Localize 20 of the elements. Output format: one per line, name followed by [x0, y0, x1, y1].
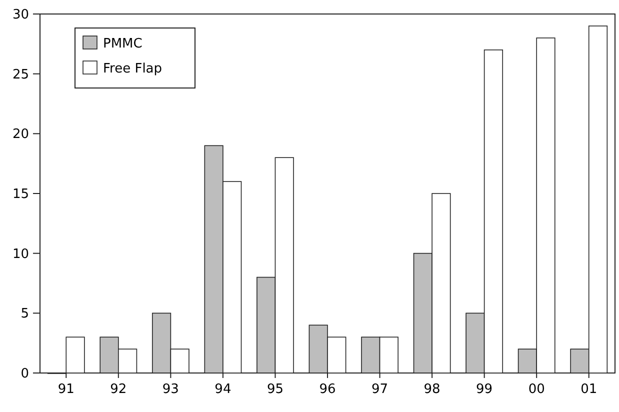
- x-tick-label: 01: [580, 382, 598, 397]
- y-tick-label: 25: [12, 67, 29, 82]
- x-tick-label: 98: [424, 382, 440, 397]
- legend-label: Free Flap: [103, 62, 162, 77]
- legend-label: PMMC: [103, 36, 142, 52]
- y-tick-label: 10: [12, 246, 29, 262]
- x-tick-label: 92: [110, 382, 127, 397]
- x-tick-label: 93: [162, 382, 179, 397]
- x-tick-label: 97: [372, 382, 388, 397]
- x-tick-label: 95: [266, 382, 284, 397]
- y-tick-label: 0: [20, 366, 29, 382]
- y-tick-label: 15: [12, 187, 29, 202]
- x-tick-label: 96: [319, 382, 336, 397]
- y-tick-label: 20: [12, 127, 29, 142]
- y-tick-label: 30: [12, 8, 29, 23]
- x-tick-label: 91: [58, 382, 74, 397]
- x-tick-label: 99: [476, 382, 493, 397]
- x-tick-label: 94: [214, 382, 232, 397]
- y-tick-label: 5: [20, 306, 29, 322]
- x-tick-label: 00: [528, 382, 545, 397]
